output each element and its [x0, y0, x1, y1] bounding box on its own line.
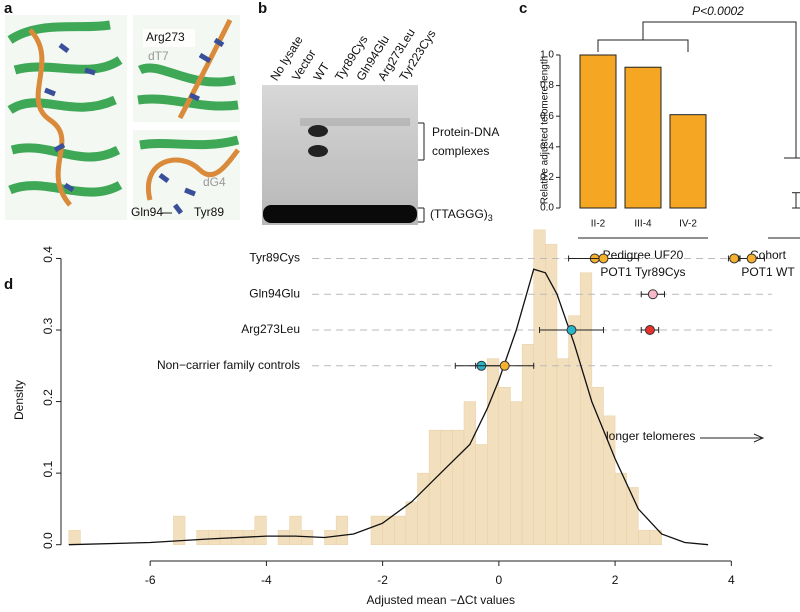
panel-label: d	[4, 276, 13, 293]
x-tick-label: 4	[728, 573, 735, 587]
histogram-bar	[568, 315, 581, 545]
row-label: Arg273Leu	[241, 322, 300, 336]
complex-label: Protein-DNA	[432, 125, 499, 139]
histogram-bar	[486, 358, 500, 545]
y-tick-label: 0.4	[540, 141, 554, 152]
histogram-bar	[370, 515, 383, 545]
gel-image	[262, 85, 425, 225]
group-label: Pedigree UF20	[603, 248, 684, 262]
group-label: POT1 Tyr89Cys	[600, 265, 685, 279]
y-axis-label: Density	[12, 380, 26, 420]
histogram-bar	[277, 530, 290, 545]
x-tick-label: -2	[377, 573, 388, 587]
probe-label: (TTAGGG)3	[430, 207, 493, 223]
histogram-bar	[196, 530, 209, 545]
data-point	[647, 289, 658, 300]
row-label: Gln94Glu	[249, 286, 300, 300]
data-point	[746, 253, 757, 264]
histogram-bar	[521, 344, 534, 545]
p-value: P<0.0002	[692, 4, 744, 18]
density-curve	[68, 268, 709, 546]
structure-image	[5, 15, 240, 220]
residue-label: Gln94	[131, 205, 163, 219]
histogram-bar	[614, 472, 627, 545]
histogram-bar	[533, 229, 546, 545]
probe-sequence: (TTAGGG)	[430, 207, 488, 221]
panel-label: b	[258, 0, 267, 17]
x-tick-label: -6	[145, 573, 156, 587]
histogram-bar	[498, 387, 511, 545]
histogram-bar	[591, 387, 604, 545]
y-tick-label: 0.0	[540, 203, 554, 214]
histogram-bar	[68, 530, 81, 545]
y-tick-label: 0.4	[41, 246, 55, 263]
histogram-bar	[440, 429, 453, 545]
histogram-bar	[301, 530, 314, 545]
histogram-bar	[463, 401, 476, 545]
histogram-bar	[638, 530, 651, 545]
histogram-bar	[208, 530, 221, 545]
histogram-bar	[545, 243, 558, 545]
data-point	[566, 325, 577, 336]
y-tick-label: 0.8	[540, 80, 554, 91]
residue-label: Tyr89	[194, 205, 224, 219]
histogram-bar	[649, 530, 662, 545]
histogram-bar	[510, 401, 523, 545]
group-label: POT1 WT	[741, 265, 795, 279]
x-tick-label: 2	[612, 573, 619, 587]
panel-label: c	[519, 0, 527, 17]
data-point	[598, 253, 609, 264]
histogram-bar	[417, 472, 430, 545]
x-tick-label: 0	[496, 573, 503, 587]
histogram-bar	[405, 501, 418, 545]
y-tick-label: 1.0	[540, 50, 554, 61]
nucleotide-label: dT7	[148, 49, 169, 63]
panel-label: a	[4, 0, 13, 17]
histogram-bar	[579, 272, 593, 545]
row-label: Non−carrier family controls	[157, 358, 300, 372]
histogram-bar	[556, 358, 569, 545]
direction-label: longer telomeres	[606, 429, 695, 443]
direction-arrow	[700, 433, 765, 443]
x-tick-label: II-2	[591, 219, 606, 230]
histogram-bar	[382, 515, 395, 545]
histogram-bar	[173, 515, 186, 545]
residue-label: Arg273	[146, 30, 185, 44]
histogram-bar	[254, 515, 267, 545]
nucleotide-label: dG4	[203, 175, 226, 189]
bar	[624, 66, 662, 209]
histogram-bar	[475, 444, 488, 545]
data-point	[499, 360, 510, 371]
data-point	[729, 253, 740, 264]
probe-subscript: 3	[488, 213, 493, 223]
y-axis-label: Relative adjusted telomere length	[540, 56, 551, 204]
lane-label: WT	[310, 59, 332, 83]
histogram-bar	[394, 515, 407, 545]
histogram-bar	[289, 515, 302, 545]
bar	[669, 114, 707, 209]
histogram-bar	[428, 429, 441, 545]
row-label: Tyr89Cys	[249, 251, 300, 265]
x-tick-label: -4	[261, 573, 272, 587]
y-tick-label: 0.1	[41, 460, 55, 477]
y-tick-label: 0.3	[41, 317, 55, 334]
y-tick-label: 0.6	[540, 111, 554, 122]
histogram-bar	[626, 487, 639, 545]
complex-label: complexes	[432, 144, 489, 158]
significance-bracket	[597, 21, 800, 159]
x-axis-label: Adjusted mean −ΔCt values	[367, 593, 515, 607]
data-point	[644, 325, 655, 336]
histogram-bar	[335, 515, 349, 545]
y-tick-label: 0.2	[540, 172, 554, 183]
x-tick-label: III-4	[634, 219, 652, 230]
histogram-bar	[452, 429, 465, 545]
bar	[579, 54, 617, 209]
y-tick-label: 0.2	[41, 389, 55, 406]
x-tick-label: IV-2	[679, 219, 697, 230]
y-tick-label: 0.0	[41, 532, 55, 549]
